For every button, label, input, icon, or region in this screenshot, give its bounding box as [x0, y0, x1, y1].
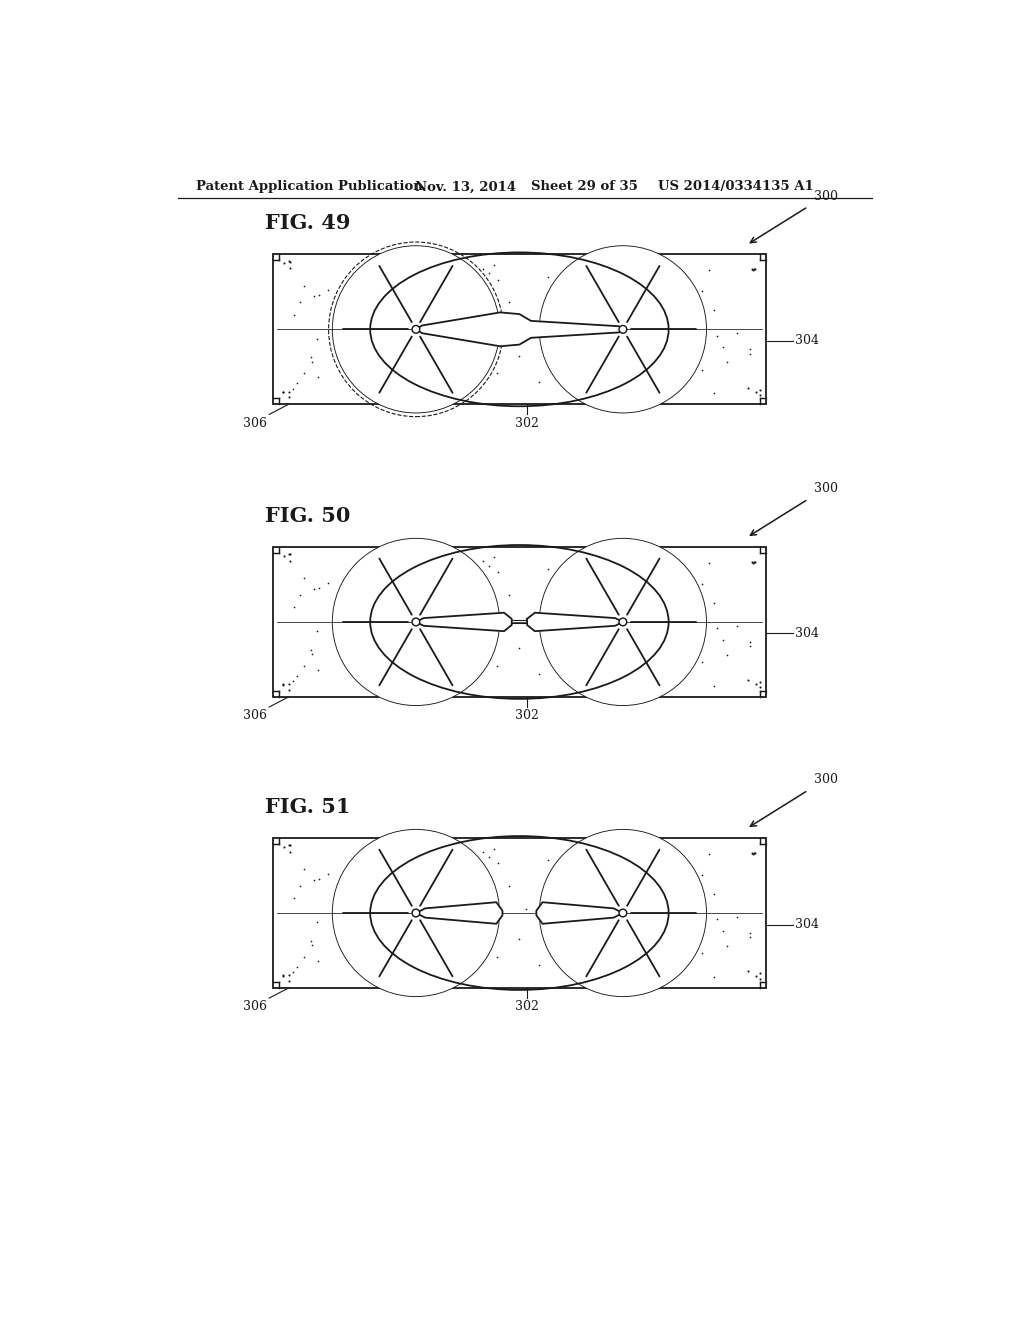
Circle shape: [412, 326, 420, 333]
Polygon shape: [527, 612, 623, 631]
Circle shape: [540, 539, 707, 705]
Text: 300: 300: [814, 774, 839, 787]
Text: 300: 300: [814, 190, 839, 203]
Text: Patent Application Publication: Patent Application Publication: [196, 181, 423, 194]
Text: 304: 304: [795, 917, 819, 931]
Text: 302: 302: [515, 709, 539, 722]
Text: FIG. 49: FIG. 49: [265, 214, 351, 234]
Circle shape: [540, 246, 707, 413]
Polygon shape: [416, 612, 512, 631]
Circle shape: [333, 830, 499, 997]
Circle shape: [540, 830, 707, 997]
Text: FIG. 51: FIG. 51: [265, 797, 351, 817]
Text: 300: 300: [814, 482, 839, 495]
Text: 306: 306: [243, 709, 267, 722]
Circle shape: [620, 909, 627, 917]
Text: 306: 306: [243, 1001, 267, 1014]
Circle shape: [333, 539, 499, 705]
Bar: [273, 838, 766, 989]
Circle shape: [620, 326, 627, 333]
Text: 304: 304: [795, 334, 819, 347]
Circle shape: [412, 909, 420, 917]
Text: Nov. 13, 2014: Nov. 13, 2014: [416, 181, 516, 194]
Text: 302: 302: [515, 1001, 539, 1014]
Polygon shape: [416, 903, 503, 924]
Circle shape: [412, 618, 420, 626]
Polygon shape: [537, 903, 623, 924]
Text: 306: 306: [243, 417, 267, 430]
Bar: [273, 255, 766, 404]
Text: 304: 304: [795, 627, 819, 640]
Circle shape: [333, 246, 499, 413]
Text: 302: 302: [515, 417, 539, 430]
Bar: [273, 546, 766, 697]
Text: FIG. 50: FIG. 50: [265, 506, 350, 527]
Polygon shape: [416, 313, 623, 346]
Text: US 2014/0334135 A1: US 2014/0334135 A1: [658, 181, 814, 194]
Circle shape: [620, 618, 627, 626]
Text: Sheet 29 of 35: Sheet 29 of 35: [531, 181, 638, 194]
